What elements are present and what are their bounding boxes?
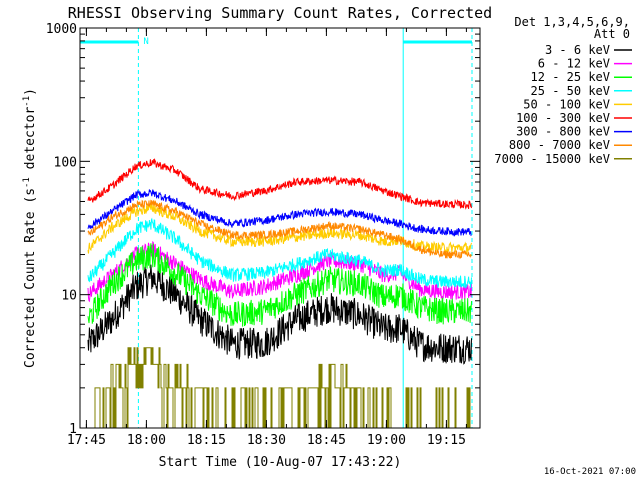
series-line (87, 199, 472, 259)
legend-entry-label: 12 - 25 keV (531, 70, 610, 84)
night-marker-label: N (143, 37, 148, 47)
y-tick-label: 1 (69, 422, 77, 437)
legend-header-1: Det 1,3,4,5,6,9, (514, 15, 630, 29)
legend-entry-label: 100 - 300 keV (516, 111, 610, 125)
legend-entry-label: 25 - 50 keV (531, 84, 610, 98)
legend-entry-label: 300 - 800 keV (516, 125, 610, 139)
y-label-main: Corrected Count Rate (s (23, 188, 38, 368)
y-tick-label: 10 (61, 289, 77, 304)
series-line (87, 189, 472, 238)
x-tick-label: 17:45 (67, 433, 106, 448)
y-label-mid: detector (23, 107, 38, 178)
x-tick-label: 18:30 (247, 433, 286, 448)
series-line (87, 157, 472, 210)
series-layer (87, 157, 472, 429)
y-axis-label: Corrected Count Rate (s-1 detector-1) (22, 88, 38, 368)
y-label-end: ) (23, 88, 38, 96)
plot-frame (79, 27, 481, 429)
x-axis-label: Start Time (10-Aug-07 17:43:22) (159, 455, 402, 470)
legend-header-2: Att 0 (594, 27, 630, 41)
x-tick-label: 18:45 (307, 433, 346, 448)
chart-title: RHESSI Observing Summary Count Rates, Co… (68, 4, 492, 22)
legend-entry-label: 800 - 7000 keV (509, 138, 610, 152)
series-line (87, 217, 472, 289)
axis-layer: 17:45 18:00 18:15 18:30 18:45 19:00 19:15 1 10 10… (46, 22, 480, 448)
x-tick-label: 19:00 (367, 433, 406, 448)
legend-entry-label: 7000 - 15000 keV (494, 152, 610, 166)
legend-entry-label: 3 - 6 keV (545, 43, 610, 57)
y-tick-label: 1000 (46, 22, 77, 37)
series-line (88, 347, 472, 429)
legend-entry-label: 50 - 100 keV (523, 97, 610, 111)
y-label-sup1: -1 (22, 177, 32, 188)
x-tick-label: 19:15 (427, 433, 466, 448)
x-tick-label: 18:15 (187, 433, 226, 448)
series-line (87, 243, 472, 327)
y-label-sup2: -1 (22, 96, 32, 107)
footer-timestamp: 16-Oct-2021 07:00 (544, 467, 636, 477)
x-tick-label: 18:00 (127, 433, 166, 448)
legend-entry-label: 6 - 12 keV (538, 57, 610, 71)
series-line (87, 264, 472, 365)
y-tick-label: 100 (54, 155, 77, 170)
